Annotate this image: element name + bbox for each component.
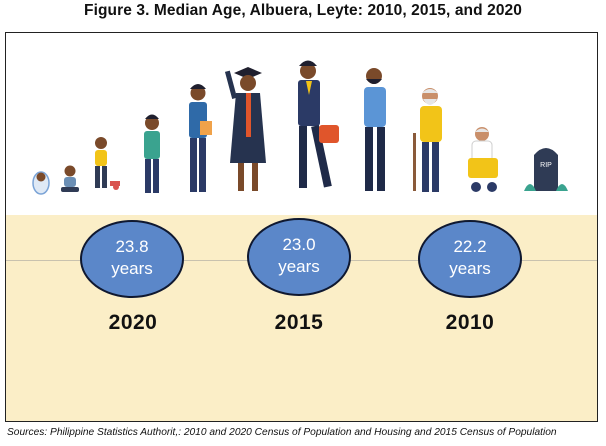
- figure-title: Figure 3. Median Age, Albuera, Leyte: 20…: [84, 2, 522, 19]
- boy-figure: [144, 114, 160, 193]
- teen-figure: [189, 84, 212, 192]
- life-stages-illustration: RIP: [32, 60, 568, 195]
- median-age-value: 23.8: [115, 237, 149, 256]
- median-age-unit: years: [449, 259, 491, 278]
- graduate-figure: [224, 67, 266, 191]
- median-age-unit: years: [111, 259, 153, 278]
- child-figure: [95, 137, 120, 190]
- businessman-figure: [298, 60, 339, 188]
- year-label-2010: 2010: [445, 311, 495, 334]
- median-age-circle-2010: 22.2 years: [418, 220, 522, 298]
- median-age-value: 23.0: [282, 235, 316, 254]
- median-age-circle-2020: 23.8 years: [80, 220, 184, 298]
- baby-figure: [32, 171, 50, 195]
- elderly-man-figure: [413, 88, 442, 192]
- adult-man-figure: [364, 68, 386, 191]
- year-label-2020: 2020: [108, 311, 158, 334]
- figure-frame: RIP 23.8 years 23.0 years 22.2 years 202…: [5, 32, 598, 422]
- median-age-value: 22.2: [453, 237, 487, 256]
- median-age-unit: years: [278, 257, 320, 276]
- tombstone-label: RIP: [540, 162, 552, 169]
- tombstone-icon: RIP: [524, 148, 568, 191]
- year-label-2015: 2015: [274, 311, 324, 334]
- toddler-figure: [61, 165, 79, 192]
- wheelchair-elder-figure: [468, 127, 498, 192]
- source-note: Sources: Philippine Statistics Authorit,…: [7, 427, 557, 438]
- median-age-circle-2015: 23.0 years: [247, 218, 351, 296]
